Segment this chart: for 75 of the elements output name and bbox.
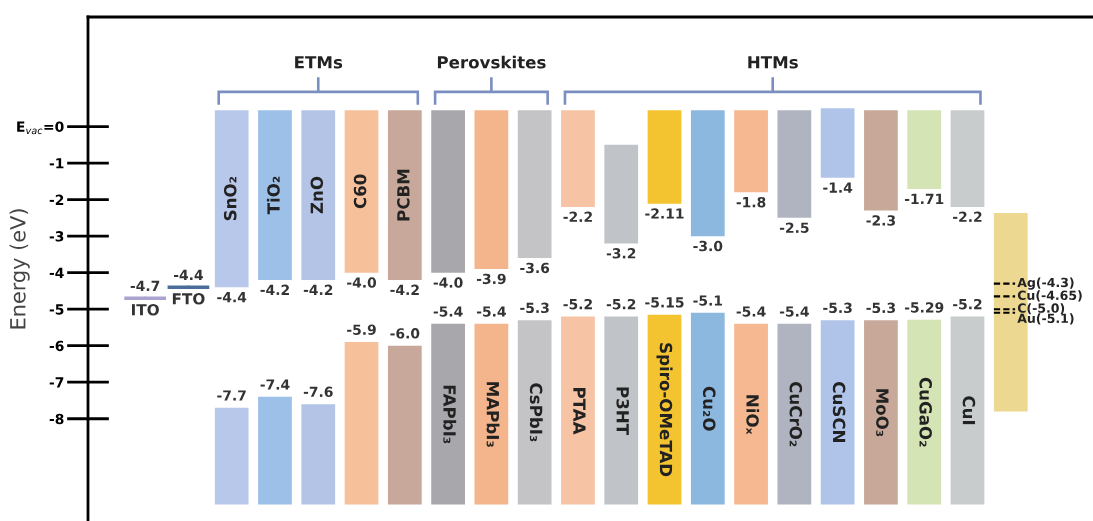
annotation: -5.3 — [866, 302, 895, 314]
y-tick-label: -2 — [49, 194, 64, 205]
data-label: -4.7 — [130, 280, 160, 291]
y-tick-label: -8 — [49, 413, 64, 425]
annotation: -4.2 — [260, 284, 289, 295]
y-tick-label: -4 — [49, 267, 64, 278]
y-tick-label: -3 — [49, 231, 64, 242]
annotation: -5.4 — [736, 306, 766, 317]
ref-line-label: C(-5.0) — [1017, 303, 1065, 315]
annotation: -5.3 — [520, 302, 549, 314]
x-tick-label: C60 — [353, 174, 367, 209]
annotation: -5.2 — [606, 298, 636, 310]
annotation: -6.0 — [390, 328, 420, 339]
annotation: -4.0 — [347, 277, 377, 288]
annotation: -5.2 — [953, 298, 982, 310]
annotation: ETMs — [295, 56, 343, 69]
x-tick-label: P3HT — [616, 387, 629, 435]
x-tick-label: PCBM — [397, 169, 410, 221]
x-tick-label: NiOₓ — [746, 395, 760, 435]
annotation: -3.2 — [606, 248, 636, 259]
x-tick-label: ITO — [131, 303, 159, 316]
x-tick-label: Spiro-OMeTAD — [656, 343, 673, 477]
x-tick-label: MoO₃ — [876, 389, 889, 437]
ref-line-label: Cu(-4.65) — [1017, 290, 1082, 302]
x-tick-label: CuSCN — [832, 382, 846, 442]
x-tick-label: FAPbI₃ — [443, 385, 457, 444]
x-tick-label: CuCrO₂ — [789, 382, 803, 447]
x-tick-label: Cu₂O — [702, 386, 716, 431]
annotation: -4.2 — [390, 284, 419, 295]
annotation: -4.4 — [217, 292, 247, 303]
x-tick-label: CsPbI₃ — [529, 383, 543, 442]
annotation: -5.4 — [433, 306, 463, 317]
annotation: -2.5 — [779, 222, 809, 233]
annotation: -7.6 — [303, 386, 333, 398]
annotation: -4.0 — [433, 277, 463, 288]
annotation: -4.2 — [303, 284, 333, 295]
ref-line-label: Ag(-4.3) — [1017, 277, 1074, 290]
annotation: -7.7 — [217, 390, 246, 401]
x-tick-label: TiO₂ — [266, 176, 280, 215]
x-tick-label: SnO₂ — [223, 176, 237, 221]
annotation: -2.11 — [645, 208, 684, 219]
annotation: -1.71 — [904, 193, 944, 204]
annotation: -3.0 — [693, 240, 723, 252]
data-label: -4.4 — [173, 269, 203, 280]
x-tick-label: FTO — [172, 293, 205, 305]
annotation: -5.9 — [347, 324, 376, 335]
ref-line-label: Au(-5.1) — [1017, 313, 1074, 325]
annotation: -1.8 — [736, 196, 766, 208]
annotation: -5.4 — [779, 306, 809, 317]
annotation: HTMs — [748, 56, 798, 69]
y-tick-label: -5 — [49, 304, 64, 315]
annotation: -2.2 — [563, 211, 592, 222]
annotation: -5.2 — [563, 298, 592, 310]
annotation: -5.4 — [476, 306, 506, 317]
annotation: -2.3 — [866, 215, 895, 226]
x-tick-label: ZnO — [310, 176, 324, 214]
y-tick-label: E$_{vac}$=0 — [17, 121, 64, 135]
x-tick-label: CuGaO₂ — [919, 377, 932, 447]
y-tick-label: -1 — [49, 158, 64, 169]
annotation: -5.3 — [823, 302, 852, 314]
annotation: -3.9 — [476, 273, 506, 285]
annotation: -2.2 — [953, 211, 982, 222]
x-tick-label: CuI — [962, 396, 976, 425]
annotation: -3.6 — [520, 262, 550, 274]
y-tick-label: -7 — [49, 377, 64, 388]
annotation: -7.4 — [260, 379, 290, 390]
annotation: -5.1 — [693, 295, 723, 306]
x-tick-label: MAPbI₃ — [486, 382, 500, 447]
y-axis-title: Energy (eV) — [9, 209, 30, 329]
annotation: Perovskites — [437, 55, 546, 69]
annotation: -5.29 — [904, 302, 944, 313]
annotation: -5.15 — [645, 297, 684, 308]
annotation: -1.4 — [823, 182, 853, 193]
y-tick-label: -6 — [49, 340, 64, 352]
x-tick-label: PTAA — [573, 388, 586, 435]
